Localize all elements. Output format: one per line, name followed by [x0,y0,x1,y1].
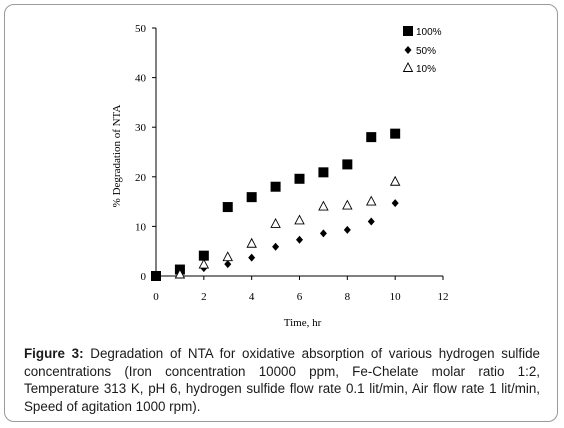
point-square [366,132,377,143]
point-diamond [152,272,160,280]
y-tick-label: 40 [135,73,147,85]
x-tick-label: 8 [345,291,351,303]
legend-label: 10% [416,64,436,75]
legend-label: 50% [416,46,436,57]
point-triangle [342,199,353,210]
point-triangle [174,268,186,279]
figure-caption: Figure 3: Degradation of NTA for oxidati… [24,345,540,415]
x-tick-label: 4 [249,291,255,303]
caption-text: Degradation of NTA for oxidative absorpt… [24,346,540,414]
x-tick-label: 6 [297,291,303,303]
legend-marker-triangle [402,62,414,72]
point-triangle [389,175,401,186]
point-diamond [296,235,303,244]
point-triangle [366,195,377,206]
point-triangle [294,214,305,225]
chart-marks [151,128,401,281]
chart-legend: 100% 50% 10% [402,26,442,75]
point-diamond [272,242,280,251]
point-diamond [391,199,399,208]
point-triangle [270,217,281,228]
point-square [222,202,233,213]
point-square [246,192,257,203]
y-tick-label: 20 [135,172,147,184]
point-square [318,167,329,178]
point-triangle [198,258,210,269]
point-square [390,128,401,139]
y-tick-label: 0 [141,271,147,283]
x-axis-label: Time, hr [284,317,322,329]
point-square [270,181,281,192]
y-tick-label: 10 [135,221,147,233]
point-square [294,173,305,184]
point-diamond [224,260,232,269]
point-diamond [319,229,327,238]
point-triangle [246,237,257,248]
x-tick-label: 2 [201,291,207,303]
legend-marker-diamond [404,46,412,54]
y-tick-label: 30 [135,122,147,134]
point-diamond [367,217,375,226]
legend-marker-square [403,26,413,36]
caption-lead: Figure 3: [24,346,84,361]
scatter-chart: 0 10 20 30 40 50 0 2 4 6 8 10 12 100% 50% 10% Time, hr… [111,23,449,329]
point-diamond [248,253,256,262]
point-triangle [222,251,233,262]
y-axis-label: % Degradation of NTA [111,105,123,208]
point-square [198,250,209,261]
x-tick-label: 10 [390,291,402,303]
y-tick-label: 50 [135,23,147,35]
figure-frame [4,4,558,422]
point-diamond [343,225,351,234]
legend-label: 100% [416,27,442,38]
point-triangle [318,200,329,211]
x-tick-label: 0 [153,291,159,303]
x-tick-label: 12 [438,291,449,303]
chart-axes: 0 10 20 30 40 50 0 2 4 6 8 10 12 [135,23,449,303]
point-square [342,159,353,170]
